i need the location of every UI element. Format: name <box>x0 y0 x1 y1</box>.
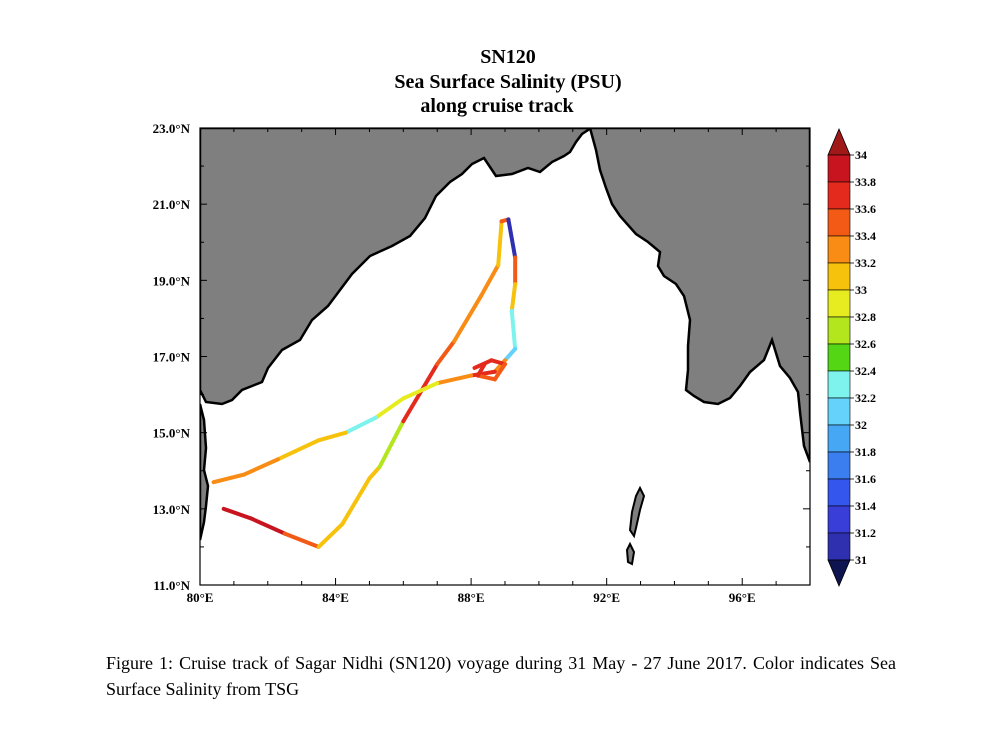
track-segment <box>211 472 247 485</box>
x-tick-label: 96°E <box>729 590 756 605</box>
colorbar-label: 32.4 <box>855 364 876 378</box>
colorbar-segment <box>827 289 851 318</box>
india-south-landmass <box>200 403 210 541</box>
cruise-track <box>211 217 518 549</box>
x-tick-label: 92°E <box>593 590 620 605</box>
map-title-line-1: SN120 <box>480 46 536 68</box>
map-panel: 80°E 84°E 88°E 92°E 96°E 11.0°N 13.0°N 15.0°N 17… <box>153 121 811 605</box>
track-segment <box>377 419 406 469</box>
salinity-colorbar: 34 33.8 33.6 33.4 33.2 33 32.8 32.6 32.4 32.2 32 31… <box>827 127 876 588</box>
track-segment <box>509 308 518 351</box>
colorbar-label: 31.8 <box>855 445 876 459</box>
colorbar-label: 31 <box>855 553 867 567</box>
colorbar-segment <box>827 154 851 183</box>
colorbar-label: 32 <box>855 418 867 432</box>
colorbar-label: 32.2 <box>855 391 876 405</box>
colorbar-segment <box>827 370 851 399</box>
colorbar-segment <box>827 343 851 372</box>
track-loop-segment <box>492 362 507 382</box>
colorbar-segment <box>827 397 851 426</box>
andaman-islands <box>628 485 646 539</box>
colorbar-bottom-triangle <box>827 559 851 588</box>
track-segment <box>316 522 345 549</box>
colorbar-segment <box>827 424 851 453</box>
colorbar-label: 31.4 <box>855 499 876 513</box>
colorbar-top-triangle <box>827 127 851 156</box>
track-segment <box>509 282 518 313</box>
track-segment <box>367 464 382 481</box>
track-segment <box>275 438 321 462</box>
colorbar-label: 33 <box>855 283 867 297</box>
x-tick-label: 84°E <box>322 590 349 605</box>
map-title-line-3: along cruise track <box>420 95 574 117</box>
x-tick-label: 80°E <box>187 590 214 605</box>
axis-ticks: 80°E 84°E 88°E 92°E 96°E 11.0°N 13.0°N 15.0°N 17… <box>153 121 810 605</box>
x-tick-label: 88°E <box>458 590 485 605</box>
little-andaman-island <box>625 541 636 566</box>
y-tick-label: 19.0°N <box>153 273 191 288</box>
colorbar-label: 32.8 <box>855 310 876 324</box>
track-segment <box>242 457 280 477</box>
track-segment <box>401 381 440 401</box>
y-tick-label: 15.0°N <box>153 426 191 441</box>
track-segment <box>374 396 406 420</box>
colorbar-segment <box>827 451 851 480</box>
track-loop-segment <box>489 358 507 367</box>
colorbar-label: 33.6 <box>855 202 876 216</box>
track-segment <box>343 415 379 435</box>
myanmar-landmass <box>588 128 810 463</box>
colorbar-label: 33.4 <box>855 229 876 243</box>
colorbar-segment <box>827 505 851 534</box>
track-segment <box>248 516 287 536</box>
colorbar-segment <box>827 208 851 237</box>
colorbar-segment <box>827 316 851 345</box>
y-tick-label: 13.0°N <box>153 502 191 517</box>
colorbar-label: 33.8 <box>855 175 876 189</box>
track-segment <box>503 346 518 363</box>
colorbar-label: 31.6 <box>855 472 876 486</box>
track-loop-segment <box>475 373 497 382</box>
colorbar-segment <box>827 532 851 561</box>
track-segment <box>496 219 504 268</box>
track-segment <box>452 293 484 344</box>
india-landmass <box>200 128 592 406</box>
track-segment <box>221 506 253 521</box>
track-loop-segment <box>475 362 487 378</box>
colorbar-segment <box>827 235 851 264</box>
track-segment <box>316 430 348 443</box>
track-segment <box>435 373 474 386</box>
colorbar-segment <box>827 478 851 507</box>
track-segment <box>469 369 497 378</box>
colorbar-label: 31.2 <box>855 526 876 540</box>
track-segment <box>506 217 518 260</box>
colorbar-label: 34 <box>855 148 867 162</box>
colorbar-label: 33.2 <box>855 256 876 270</box>
colorbar-segment <box>827 262 851 291</box>
track-segment <box>435 339 457 367</box>
y-tick-label: 23.0°N <box>153 121 191 136</box>
track-segment <box>282 531 321 549</box>
colorbar-label: 32.6 <box>855 337 876 351</box>
track-segment <box>479 263 501 298</box>
track-segment <box>340 476 372 527</box>
y-tick-label: 17.0°N <box>153 350 191 365</box>
y-tick-label: 11.0°N <box>153 578 190 593</box>
map-title-line-2: Sea Surface Salinity (PSU) <box>394 71 621 93</box>
colorbar-segment <box>827 181 851 210</box>
figure-caption: Figure 1: Cruise track of Sagar Nidhi (S… <box>106 653 896 699</box>
y-tick-label: 21.0°N <box>153 197 191 212</box>
